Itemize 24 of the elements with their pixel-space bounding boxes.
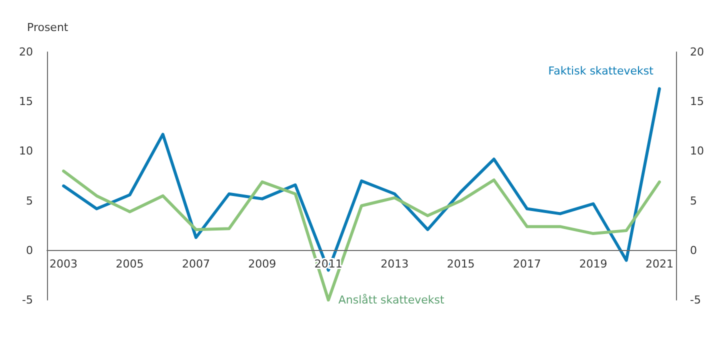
series-label: Faktisk skattevekst <box>548 64 654 78</box>
x-tick-label: 2007 <box>182 257 210 270</box>
y-tick-label: 10 <box>19 144 33 158</box>
x-tick-label: 2015 <box>446 257 475 270</box>
x-tick-label: 2013 <box>380 257 409 270</box>
y2-tick-label: 10 <box>690 144 704 158</box>
x-tick-label: 2021 <box>645 257 674 270</box>
y2-tick-label: -5 <box>690 294 701 306</box>
y2-tick-label: 15 <box>690 95 704 108</box>
series-label: Anslått skattevekst <box>338 294 445 306</box>
y-tick-label: 15 <box>19 95 33 108</box>
y-tick-label: 0 <box>26 244 33 257</box>
y2-tick-label: 0 <box>690 244 697 257</box>
y2-tick-label: 20 <box>690 46 704 58</box>
y-tick-label: -5 <box>22 294 33 306</box>
x-tick-label: 2005 <box>116 257 144 270</box>
x-tick-label: 2003 <box>50 257 78 270</box>
y-tick-label: 20 <box>19 46 33 58</box>
x-tick-label: 2009 <box>248 257 276 270</box>
y2-tick-label: 5 <box>690 194 697 208</box>
x-tick-label: 2019 <box>579 257 608 270</box>
y-tick-label: 5 <box>26 194 33 208</box>
x-tick-label: 2017 <box>513 257 542 270</box>
y-axis-title: Prosent <box>27 21 69 34</box>
